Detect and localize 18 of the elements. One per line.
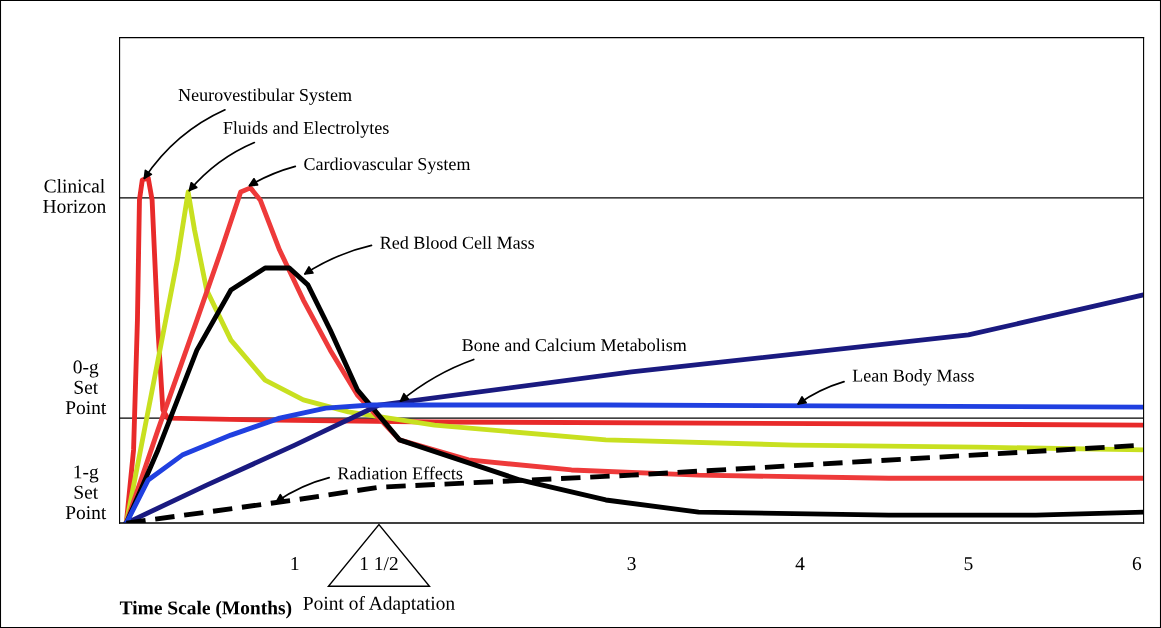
x-tick-label: 4 (795, 557, 805, 570)
annotation: Neurovestibular System (178, 88, 352, 105)
x-axis-title: Time Scale (Months) (119, 600, 292, 619)
x-tick-label: 3 (627, 557, 636, 571)
ref-line-label: 0-g Set Point (65, 360, 107, 415)
x-tick-label: 1 1/2 (360, 557, 398, 571)
annotation: Lean Body Mass (852, 369, 974, 386)
annotation: Bone and Calcium Metabolism (462, 338, 687, 352)
x-tick-label: 6 (1132, 557, 1142, 571)
ref-line-label: 1-g Set Point (65, 465, 107, 520)
annotation: Radiation Effects (337, 466, 463, 480)
annotation: Fluids and Electrolytes (223, 121, 389, 138)
text: Point of Adaptation (303, 595, 455, 614)
x-tick-label: 1 (291, 557, 299, 570)
annotation: Cardiovascular System (304, 157, 471, 174)
annotation: Red Blood Cell Mass (380, 236, 535, 249)
ref-line-label: Clinical Horizon (43, 178, 106, 213)
x-tick-label: 5 (964, 557, 973, 571)
